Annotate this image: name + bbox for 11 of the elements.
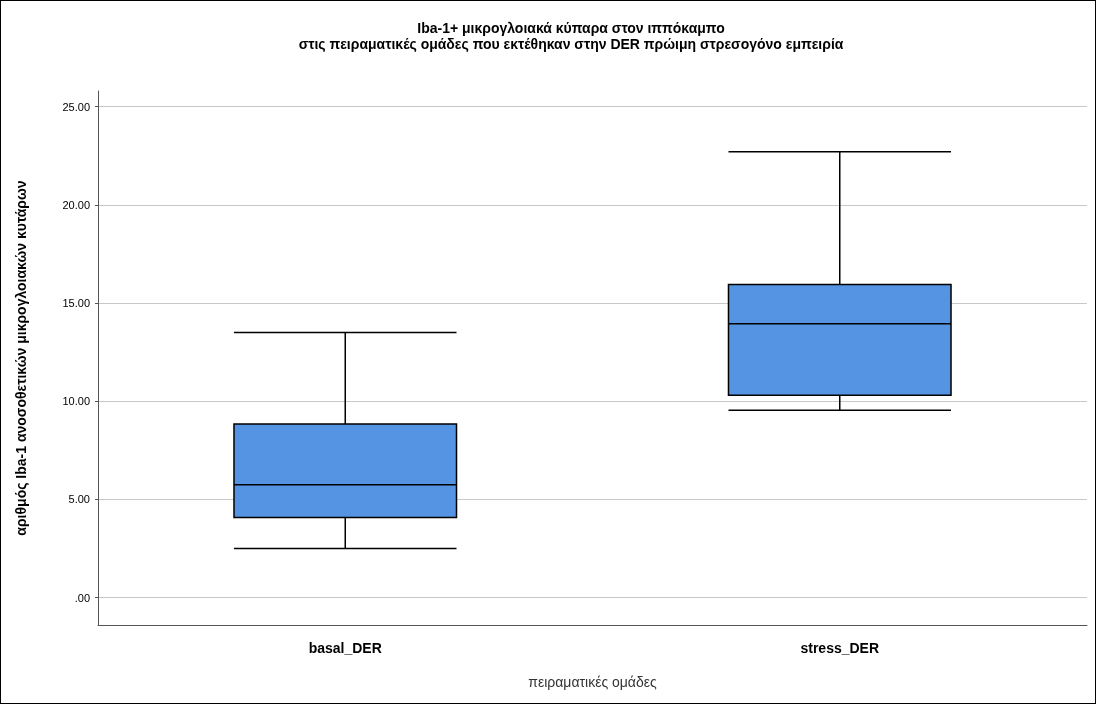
x-axis-title: πειραματικές ομάδες	[528, 674, 657, 690]
y-tick-label: 15.00	[62, 297, 90, 310]
y-tick-label: 5.00	[68, 493, 90, 506]
x-tick-label: basal_DER	[308, 640, 382, 656]
chart-title: Iba-1+ μικρογλοιακά κύπαρα στον ιππόκαμπο στις πειραματικές ομάδες που εκτέθηκαν στην DER πρώιμη στρεσογόνο εμπειρία	[298, 20, 844, 52]
y-tick-label: 25.00	[62, 100, 90, 113]
x-tick-label: stress_DER	[800, 640, 880, 656]
y-tick-label: 10.00	[62, 395, 90, 408]
y-tick-label: 20.00	[62, 198, 90, 211]
y-tick-label: .00	[74, 591, 90, 604]
y-axis-title: αριθμός Iba-1 ανοσοθετικών μικρογλοιακών κυτάρων	[13, 180, 29, 536]
